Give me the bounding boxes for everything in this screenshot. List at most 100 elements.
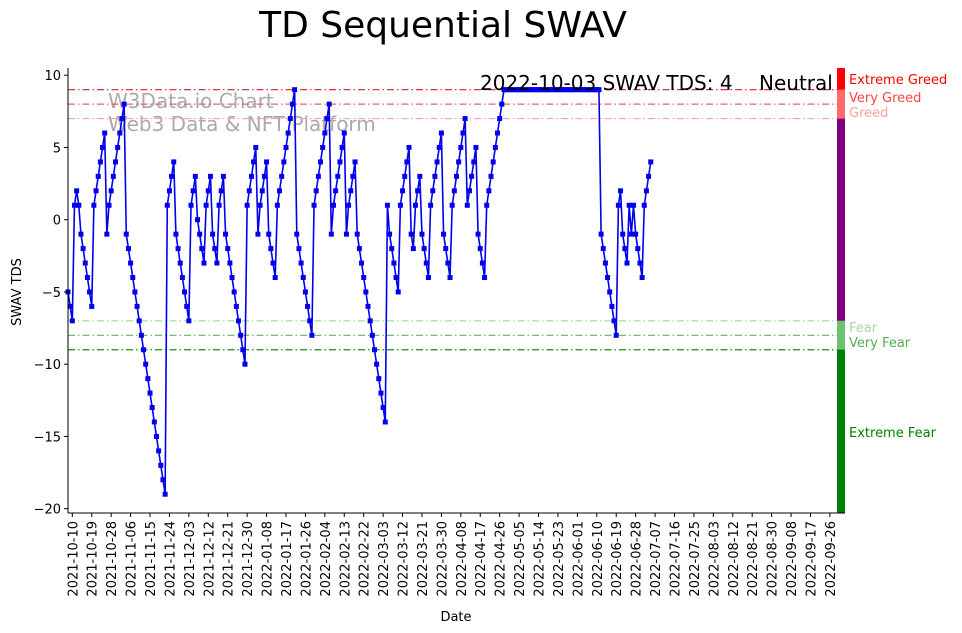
data-point xyxy=(91,202,97,208)
data-point xyxy=(376,376,382,382)
data-point xyxy=(156,448,162,454)
data-point xyxy=(231,289,237,295)
chart-title: TD Sequential SWAV xyxy=(258,5,627,46)
data-point xyxy=(87,289,93,295)
x-tick-label: 2021-12-03 xyxy=(183,521,198,597)
data-point xyxy=(143,361,149,367)
data-point xyxy=(76,202,82,208)
x-tick-label: 2021-10-28 xyxy=(105,521,120,597)
data-point xyxy=(95,173,101,179)
data-point xyxy=(270,260,276,266)
data-point xyxy=(495,130,501,136)
zone-color-bar xyxy=(837,68,845,513)
data-point xyxy=(296,246,302,252)
data-point xyxy=(123,231,129,237)
data-point xyxy=(268,246,274,252)
data-point xyxy=(454,173,459,179)
data-point xyxy=(415,188,421,194)
data-point xyxy=(89,303,95,309)
data-point xyxy=(605,275,611,280)
data-point xyxy=(281,159,287,165)
x-tick-label: 2022-02-04 xyxy=(319,521,334,597)
data-point xyxy=(149,405,155,411)
y-tick-label: 0 xyxy=(53,214,61,229)
watermark-line-1: W3Data.io Chart xyxy=(108,89,274,113)
x-tick-label: 2022-07-16 xyxy=(668,521,683,597)
data-point xyxy=(164,202,170,208)
data-point xyxy=(259,188,265,194)
data-point xyxy=(179,275,185,280)
x-tick-label: 2022-05-14 xyxy=(533,521,548,597)
x-tick-label: 2022-03-12 xyxy=(397,521,412,597)
data-point xyxy=(443,246,449,252)
data-point xyxy=(272,275,278,280)
data-point xyxy=(475,231,481,237)
data-point xyxy=(445,260,451,266)
data-point xyxy=(242,361,248,367)
zone-label: Very Fear xyxy=(849,336,911,351)
data-point xyxy=(635,246,641,252)
y-tick-label: −5 xyxy=(42,286,61,301)
data-point xyxy=(102,130,108,136)
data-point xyxy=(294,231,300,237)
data-point xyxy=(352,159,358,165)
data-point xyxy=(359,260,365,266)
zone-bar-segment xyxy=(837,320,845,350)
y-tick-label: −20 xyxy=(34,503,61,518)
data-point xyxy=(195,217,200,223)
x-tick-label: 2021-12-21 xyxy=(222,521,237,597)
data-point xyxy=(643,188,649,194)
data-point xyxy=(428,202,434,208)
x-axis-ticks: 2021-10-10 2021-10-19 2021-10-28 2021-11-06… xyxy=(66,513,839,597)
data-point xyxy=(499,101,505,107)
y-tick-label: 10 xyxy=(44,69,61,84)
data-point xyxy=(438,130,444,136)
data-point xyxy=(186,318,192,324)
data-point xyxy=(266,231,272,237)
zone-bar-segment xyxy=(837,118,845,321)
data-point xyxy=(402,173,408,179)
data-point xyxy=(214,260,220,266)
data-point xyxy=(607,289,613,295)
data-point xyxy=(460,130,466,136)
data-point xyxy=(244,202,250,208)
data-point xyxy=(363,289,369,295)
data-point xyxy=(354,231,360,237)
x-tick-label: 2022-01-08 xyxy=(261,521,276,597)
data-point xyxy=(598,231,604,237)
zone-bar-segment xyxy=(837,68,845,90)
data-point xyxy=(119,116,125,122)
data-point xyxy=(220,173,226,179)
x-tick-label: 2022-02-22 xyxy=(358,521,373,597)
x-tick-label: 2022-04-26 xyxy=(494,521,509,597)
data-point xyxy=(624,260,630,266)
data-point xyxy=(132,289,138,295)
data-point xyxy=(274,202,280,208)
data-point xyxy=(486,188,492,194)
data-point xyxy=(216,202,222,208)
data-point xyxy=(350,173,356,179)
zone-label: Extreme Fear xyxy=(849,426,937,441)
zone-label: Greed xyxy=(849,106,888,121)
data-point xyxy=(229,275,235,280)
data-point xyxy=(100,144,106,150)
data-point xyxy=(199,246,205,252)
x-tick-label: 2022-08-21 xyxy=(746,521,761,597)
data-point xyxy=(328,231,334,237)
data-point xyxy=(184,303,190,309)
watermark-line-2: Web3 Data & NFT Platform xyxy=(108,112,376,136)
x-tick-label: 2022-04-17 xyxy=(474,521,489,597)
data-point xyxy=(227,260,233,266)
zone-label: Fear xyxy=(849,321,878,336)
data-point xyxy=(380,405,386,411)
x-tick-label: 2022-08-30 xyxy=(766,521,781,597)
data-point xyxy=(488,173,494,179)
x-tick-label: 2021-11-15 xyxy=(144,521,159,597)
data-point xyxy=(104,231,110,237)
data-point xyxy=(492,144,498,150)
data-point xyxy=(169,173,175,179)
data-point xyxy=(82,260,88,266)
data-point xyxy=(121,101,127,107)
data-point xyxy=(466,188,472,194)
data-point xyxy=(106,202,112,208)
